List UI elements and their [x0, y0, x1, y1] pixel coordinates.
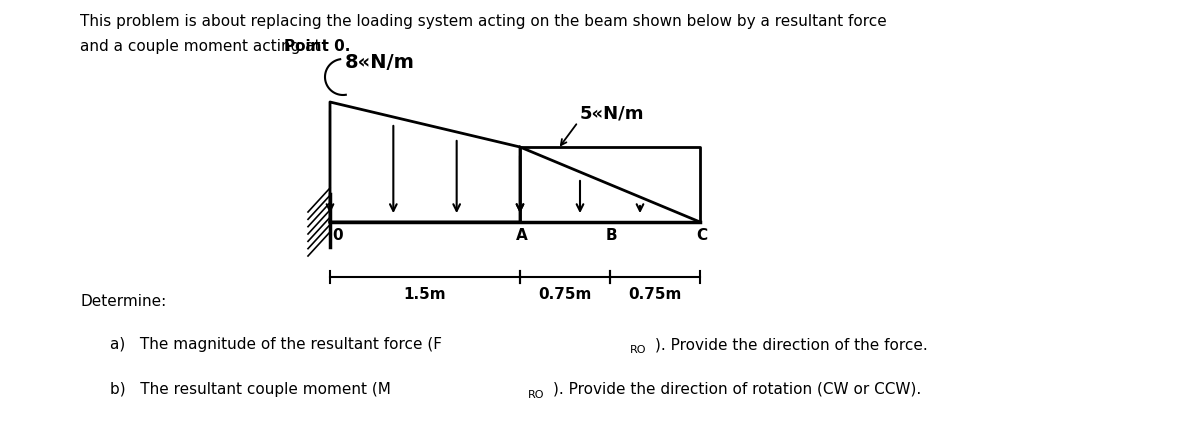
Text: ). Provide the direction of rotation (CW or CCW).: ). Provide the direction of rotation (CW… [553, 382, 922, 397]
Text: 1.5m: 1.5m [403, 286, 446, 302]
Text: a)   The magnitude of the resultant force (F: a) The magnitude of the resultant force … [110, 337, 442, 352]
Text: B: B [606, 228, 618, 243]
Text: and a couple moment acting at: and a couple moment acting at [80, 39, 325, 54]
Text: This problem is about replacing the loading system acting on the beam shown belo: This problem is about replacing the load… [80, 14, 887, 29]
Text: RO: RO [630, 345, 647, 355]
Text: 8«N/m: 8«N/m [346, 53, 415, 72]
Text: 5«N/m: 5«N/m [580, 104, 644, 122]
Text: A: A [516, 228, 528, 243]
Text: 0.75m: 0.75m [629, 286, 682, 302]
Text: 0.75m: 0.75m [539, 286, 592, 302]
Text: Point 0.: Point 0. [284, 39, 350, 54]
Text: Determine:: Determine: [80, 294, 167, 309]
Text: 0: 0 [332, 228, 343, 243]
Text: C: C [696, 228, 707, 243]
Text: ). Provide the direction of the force.: ). Provide the direction of the force. [655, 337, 928, 352]
Text: RO: RO [528, 390, 545, 400]
Text: b)   The resultant couple moment (M: b) The resultant couple moment (M [110, 382, 391, 397]
